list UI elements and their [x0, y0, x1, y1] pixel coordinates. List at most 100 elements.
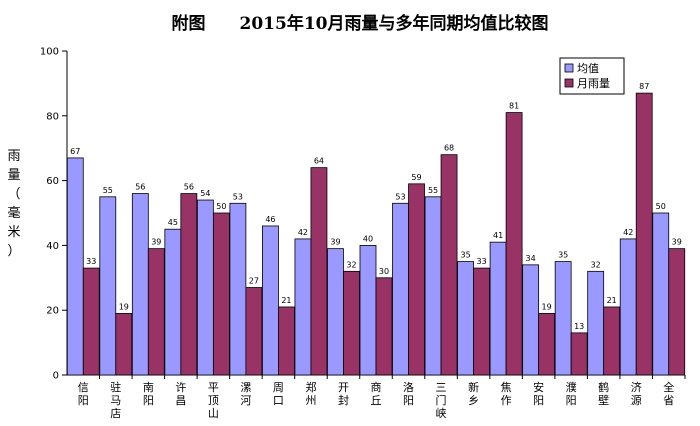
y-axis-label: 雨量（毫米） — [7, 149, 20, 259]
bar-monthly-13 — [505, 112, 523, 376]
data-label: 50 — [656, 202, 666, 211]
legend-swatch — [564, 78, 574, 88]
data-label: 53 — [233, 192, 243, 201]
data-label: 32 — [346, 260, 356, 269]
data-label: 21 — [607, 296, 617, 305]
data-label: 27 — [249, 277, 259, 286]
y-tick-label: 100 — [40, 47, 59, 58]
bar-monthly-18 — [668, 248, 686, 376]
data-labels: 67 33 55 19 56 39 45 56 54 50 53 27 46 21 42 64 39 32 40 30… — [70, 82, 682, 331]
data-label: 35 — [460, 251, 470, 260]
data-label: 55 — [103, 186, 113, 195]
category-label: 驻马店 — [110, 380, 121, 420]
bar-monthly-3 — [180, 193, 198, 376]
category-label: 济源 — [631, 380, 642, 407]
bar-mean-14 — [522, 264, 540, 376]
bar-mean-18 — [652, 212, 670, 376]
data-label: 56 — [135, 183, 145, 192]
category-label: 新乡 — [468, 380, 479, 407]
data-label: 56 — [184, 183, 194, 192]
y-axis-ticks: 0 20 40 60 80 100 — [40, 47, 67, 382]
bar-monthly-14 — [538, 313, 556, 376]
data-label: 87 — [639, 82, 649, 91]
data-label: 39 — [151, 238, 161, 247]
legend-swatch — [564, 63, 574, 73]
bar-mean-8 — [327, 248, 344, 376]
y-tick-label: 40 — [46, 241, 59, 252]
data-label: 46 — [265, 215, 275, 224]
data-label: 32 — [591, 260, 601, 269]
category-label: 郑州 — [305, 380, 316, 407]
category-label: 周口 — [273, 381, 284, 407]
legend-entry: 均值 — [577, 62, 599, 75]
category-label: 信阳 — [78, 381, 89, 407]
y-tick-label: 0 — [53, 371, 59, 382]
bar-monthly-16 — [603, 306, 621, 376]
data-label: 59 — [411, 173, 421, 182]
data-label: 39 — [672, 238, 682, 247]
bar-mean-4 — [196, 199, 214, 376]
bar-mean-6 — [262, 225, 279, 376]
bar-mean-16 — [587, 270, 605, 376]
bar-monthly-8 — [343, 270, 360, 376]
bar-mean-12 — [457, 261, 474, 376]
bar-mean-7 — [294, 238, 312, 376]
category-label: 三门峡 — [436, 381, 447, 420]
bar-monthly-6 — [278, 306, 295, 376]
category-label: 焦作 — [501, 381, 512, 407]
bar-monthly-12 — [473, 267, 490, 376]
bars — [66, 92, 686, 376]
bar-monthly-4 — [212, 212, 230, 376]
data-label: 13 — [574, 322, 584, 331]
y-tick-label: 20 — [46, 306, 59, 317]
category-label: 平顶山 — [208, 381, 219, 420]
category-label: 开封 — [338, 381, 349, 407]
bar-mean-3 — [164, 228, 182, 376]
category-label: 洛阳 — [403, 380, 414, 407]
bar-mean-13 — [489, 241, 507, 376]
bar-mean-1 — [99, 196, 117, 376]
data-label: 81 — [509, 102, 519, 111]
data-label: 45 — [168, 218, 178, 227]
bar-monthly-11 — [440, 154, 458, 376]
category-label: 商丘 — [371, 380, 382, 407]
data-label: 34 — [526, 254, 536, 263]
data-label: 19 — [119, 302, 129, 311]
bar-mean-0 — [66, 157, 84, 376]
category-label: 许昌 — [175, 381, 186, 407]
category-label: 漯河 — [240, 381, 251, 407]
data-label: 33 — [86, 257, 96, 266]
data-label: 68 — [444, 144, 454, 153]
bar-monthly-2 — [147, 248, 165, 376]
bar-monthly-5 — [245, 287, 263, 376]
data-label: 53 — [395, 192, 405, 201]
category-label: 南阳 — [143, 381, 154, 407]
data-label: 64 — [314, 157, 324, 166]
data-label: 30 — [379, 267, 389, 276]
data-label: 55 — [428, 186, 438, 195]
bar-monthly-1 — [115, 313, 133, 376]
data-label: 50 — [216, 202, 226, 211]
bar-monthly-10 — [408, 183, 425, 376]
category-label: 安阳 — [533, 380, 544, 407]
y-tick-label: 80 — [46, 111, 59, 122]
data-label: 19 — [542, 302, 552, 311]
bar-mean-9 — [359, 244, 377, 376]
bar-mean-17 — [619, 238, 637, 376]
bar-mean-5 — [229, 202, 247, 376]
data-label: 54 — [200, 189, 210, 198]
data-label: 40 — [363, 234, 373, 243]
y-axis-title: 雨量（毫米） — [7, 149, 20, 259]
data-label: 41 — [493, 231, 503, 240]
data-label: 42 — [298, 228, 308, 237]
bar-mean-2 — [131, 193, 149, 376]
bar-mean-10 — [392, 202, 409, 376]
data-label: 35 — [558, 251, 568, 260]
bar-monthly-15 — [570, 332, 588, 376]
legend-entry: 月雨量 — [577, 77, 610, 90]
bar-monthly-17 — [635, 92, 653, 376]
chart-title: 附图 2015年10月雨量与多年同期均值比较图 — [172, 13, 549, 34]
category-label: 全省 — [663, 380, 674, 407]
